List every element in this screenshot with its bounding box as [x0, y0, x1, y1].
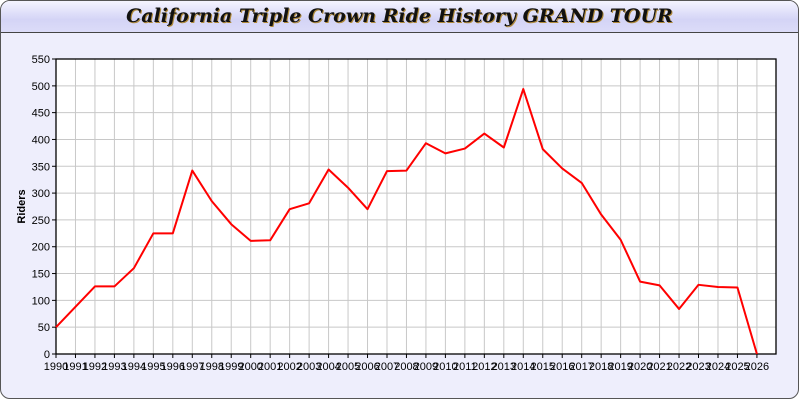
x-tick-label: 2011 — [453, 361, 477, 373]
x-tick-label: 2001 — [258, 361, 282, 373]
y-tick-label: 50 — [38, 322, 50, 334]
y-tick-label: 100 — [32, 295, 50, 307]
x-tick-label: 1994 — [122, 361, 146, 373]
chart-title: California Triple Crown Ride History GRA… — [126, 5, 673, 27]
x-tick-label: 2016 — [550, 361, 574, 373]
x-tick-label: 2023 — [686, 361, 710, 373]
x-tick-label: 2022 — [667, 361, 691, 373]
y-tick-label: 250 — [32, 215, 50, 227]
x-tick-label: 2021 — [647, 361, 671, 373]
x-tick-label: 2024 — [706, 361, 730, 373]
x-tick-label: 2010 — [433, 361, 457, 373]
x-tick-label: 2009 — [414, 361, 438, 373]
x-tick-label: 2013 — [492, 361, 516, 373]
title-bar: California Triple Crown Ride History GRA… — [1, 1, 798, 33]
y-axis-label: Riders — [16, 189, 28, 223]
x-tick-label: 2019 — [608, 361, 632, 373]
x-tick-label: 2007 — [375, 361, 399, 373]
x-tick-label: 1997 — [180, 361, 204, 373]
x-tick-label: 2004 — [316, 361, 340, 373]
x-tick-label: 1996 — [161, 361, 185, 373]
x-tick-label: 2012 — [472, 361, 496, 373]
plot-border — [55, 58, 777, 355]
y-tick-label: 350 — [32, 161, 50, 173]
x-tick-label: 2015 — [531, 361, 555, 373]
y-tick-label: 0 — [44, 349, 50, 361]
y-tick-label: 300 — [32, 188, 50, 200]
x-tick-label: 1991 — [63, 361, 87, 373]
x-tick-label: 2017 — [569, 361, 593, 373]
x-tick-label: 2003 — [297, 361, 321, 373]
x-tick-label: 2018 — [589, 361, 613, 373]
x-tick-label: 2000 — [238, 361, 262, 373]
x-tick-label: 2014 — [511, 361, 535, 373]
x-tick-label: 1993 — [102, 361, 126, 373]
y-tick-label: 200 — [32, 242, 50, 254]
plot-area — [56, 59, 776, 354]
x-tick-label: 1998 — [200, 361, 224, 373]
x-tick-label: 2026 — [745, 361, 769, 373]
x-tick-label: 1999 — [219, 361, 243, 373]
y-tick-label: 400 — [32, 134, 50, 146]
y-tick-label: 550 — [32, 54, 50, 66]
x-tick-label: 2008 — [394, 361, 418, 373]
y-tick-label: 450 — [32, 108, 50, 120]
x-tick-label: 1995 — [141, 361, 165, 373]
x-tick-label: 1990 — [44, 361, 68, 373]
x-tick-label: 2002 — [277, 361, 301, 373]
x-tick-label: 1992 — [83, 361, 107, 373]
x-tick-label: 2006 — [355, 361, 379, 373]
x-tick-label: 2025 — [725, 361, 749, 373]
y-tick-label: 500 — [32, 81, 50, 93]
x-tick-label: 2005 — [336, 361, 360, 373]
y-tick-label: 150 — [32, 269, 50, 281]
x-tick-label: 2020 — [628, 361, 652, 373]
